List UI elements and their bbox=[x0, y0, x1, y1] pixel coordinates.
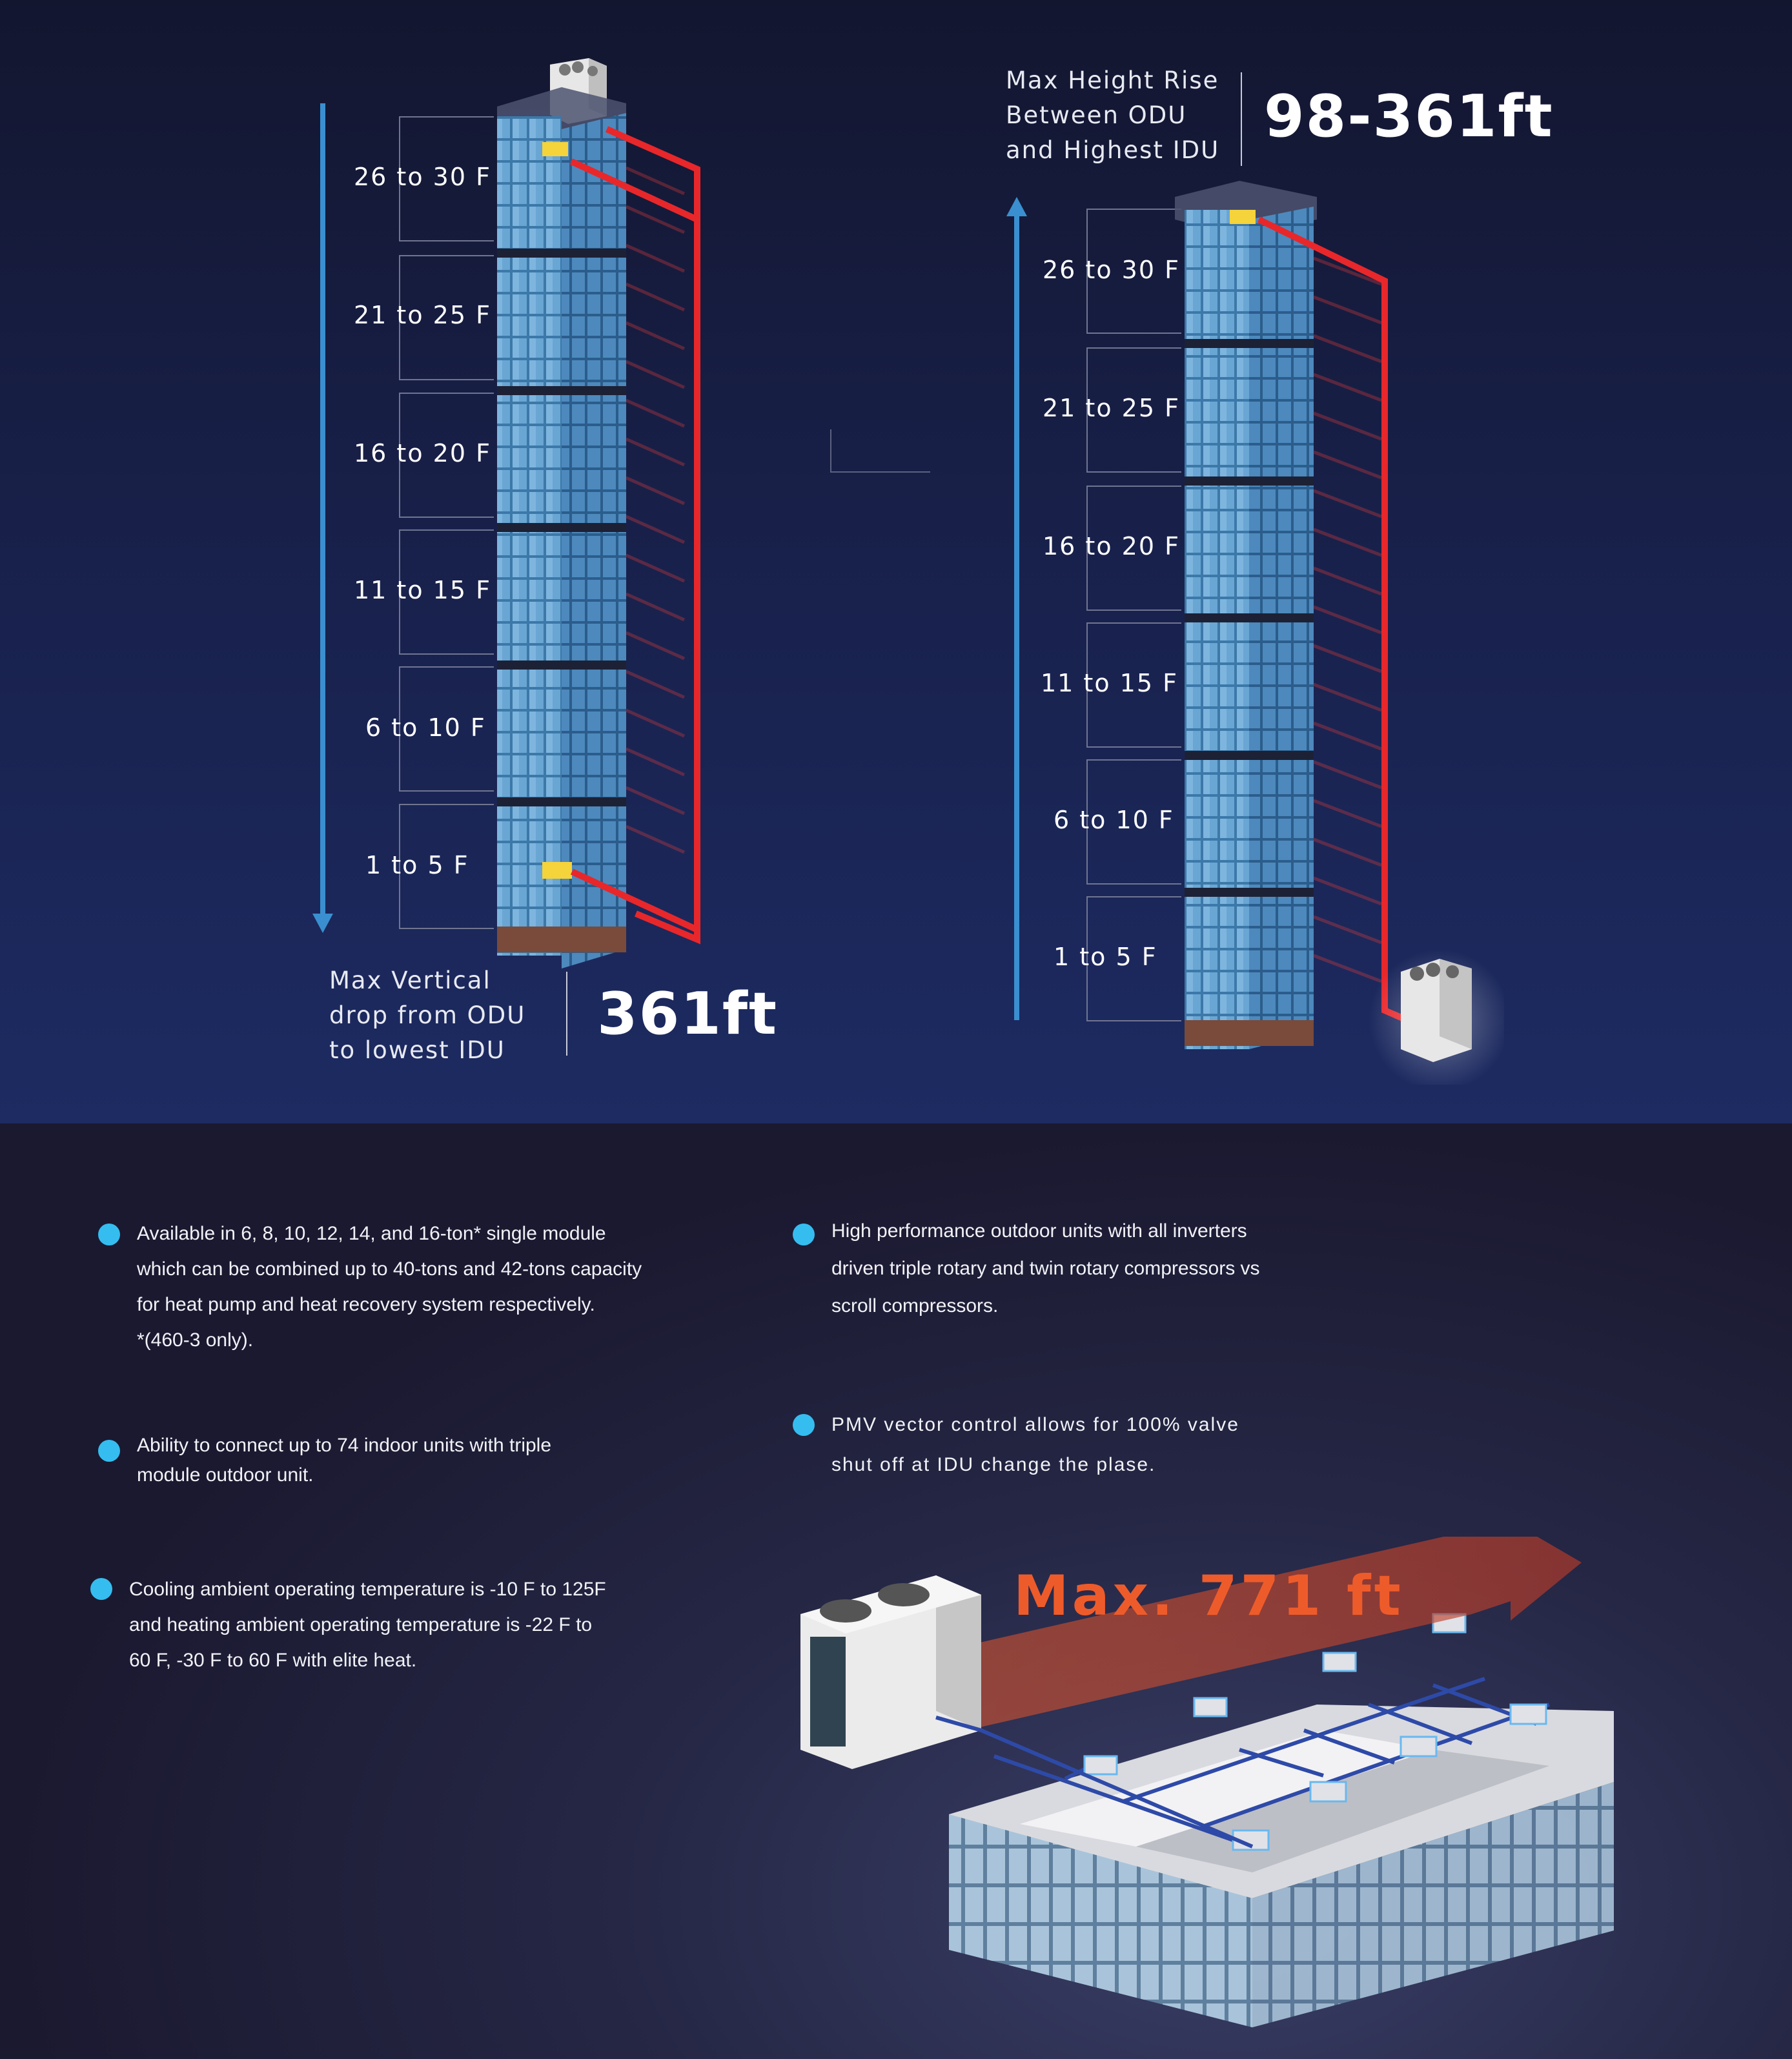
floor-label: 11 to 15 F bbox=[354, 576, 491, 604]
feature-line: shut off at IDU change the plase. bbox=[831, 1454, 1156, 1475]
feature-line: Ability to connect up to 74 indoor units… bbox=[137, 1435, 552, 1456]
feature-line: scroll compressors. bbox=[831, 1295, 999, 1316]
floor-label: 16 to 20 F bbox=[1043, 532, 1180, 560]
height-section bbox=[0, 0, 1792, 1123]
feature-text: High performance outdoor units with all … bbox=[831, 1213, 1260, 1325]
max-pipe-length-label: Max. 771 ft bbox=[1013, 1564, 1404, 1628]
floor-bracket bbox=[399, 393, 494, 518]
caption-line: and Highest IDU bbox=[1006, 136, 1220, 164]
floor-label: 21 to 25 F bbox=[1043, 394, 1180, 422]
bullet-icon bbox=[90, 1578, 112, 1600]
caption-line: to lowest IDU bbox=[329, 1036, 505, 1064]
feature-line: and heating ambient operating temperatur… bbox=[129, 1614, 593, 1635]
up-arrow bbox=[1006, 197, 1027, 1020]
floor-label: 21 to 25 F bbox=[354, 301, 491, 329]
divider bbox=[1241, 72, 1242, 166]
feature-line: Available in 6, 8, 10, 12, 14, and 16-to… bbox=[137, 1223, 606, 1244]
bullet-icon bbox=[98, 1440, 120, 1462]
bullet-icon bbox=[793, 1224, 815, 1245]
floor-label: 11 to 15 F bbox=[1041, 669, 1178, 697]
left-caption: Max Vertical drop from ODU to lowest IDU bbox=[329, 963, 525, 1068]
feature-line: module outdoor unit. bbox=[137, 1464, 314, 1486]
floor-bracket bbox=[1086, 209, 1181, 334]
caption-line: Max Height Rise bbox=[1006, 67, 1219, 94]
left-building bbox=[497, 58, 700, 968]
feature-text: Ability to connect up to 74 indoor units… bbox=[137, 1431, 551, 1490]
floor-bracket bbox=[399, 666, 494, 792]
feature-line: High performance outdoor units with all … bbox=[831, 1220, 1247, 1242]
floor-label: 26 to 30 F bbox=[1043, 256, 1180, 284]
horizontal-piping-diagram bbox=[800, 1537, 1614, 2027]
floor-bracket bbox=[399, 255, 494, 380]
caption-line: drop from ODU bbox=[329, 1001, 526, 1029]
feature-line: 60 F, -30 F to 60 F with elite heat. bbox=[129, 1650, 417, 1671]
bullet-icon bbox=[98, 1224, 120, 1245]
right-building bbox=[1175, 181, 1504, 1085]
floor-bracket bbox=[399, 804, 494, 929]
caption-line: Max Vertical bbox=[329, 967, 491, 994]
floor-bracket bbox=[399, 116, 494, 241]
max-drop-value: 361ft bbox=[597, 980, 779, 1048]
divider bbox=[566, 972, 567, 1056]
feature-text: Available in 6, 8, 10, 12, 14, and 16-to… bbox=[137, 1216, 642, 1358]
floor-bracket bbox=[1086, 347, 1181, 473]
floor-label: 6 to 10 F bbox=[1054, 806, 1174, 834]
feature-line: for heat pump and heat recovery system r… bbox=[137, 1294, 595, 1315]
floor-bracket bbox=[1086, 622, 1181, 748]
feature-text: PMV vector control allows for 100% valve… bbox=[831, 1405, 1239, 1485]
feature-line: *(460-3 only). bbox=[137, 1329, 254, 1351]
down-arrow bbox=[312, 103, 333, 933]
floor-bracket bbox=[399, 529, 494, 655]
feature-line: which can be combined up to 40-tons and … bbox=[137, 1258, 642, 1280]
feature-line: Cooling ambient operating temperature is… bbox=[129, 1579, 606, 1600]
floor-bracket bbox=[1086, 896, 1181, 1021]
feature-line: driven triple rotary and twin rotary com… bbox=[831, 1258, 1260, 1279]
feature-text: Cooling ambient operating temperature is… bbox=[129, 1572, 606, 1678]
floor-label: 16 to 20 F bbox=[354, 439, 491, 467]
feature-line: PMV vector control allows for 100% valve bbox=[831, 1414, 1239, 1435]
connector-line bbox=[830, 429, 930, 473]
floor-bracket bbox=[1086, 486, 1181, 611]
floor-label: 26 to 30 F bbox=[354, 163, 491, 191]
caption-line: Between ODU bbox=[1006, 101, 1187, 129]
max-rise-value: 98-361ft bbox=[1264, 83, 1554, 150]
right-caption: Max Height Rise Between ODU and Highest … bbox=[1006, 63, 1219, 168]
floor-label: 6 to 10 F bbox=[365, 713, 486, 742]
floor-bracket bbox=[1086, 759, 1181, 885]
floor-label: 1 to 5 F bbox=[365, 851, 469, 879]
floor-label: 1 to 5 F bbox=[1054, 943, 1157, 971]
bullet-icon bbox=[793, 1414, 815, 1436]
